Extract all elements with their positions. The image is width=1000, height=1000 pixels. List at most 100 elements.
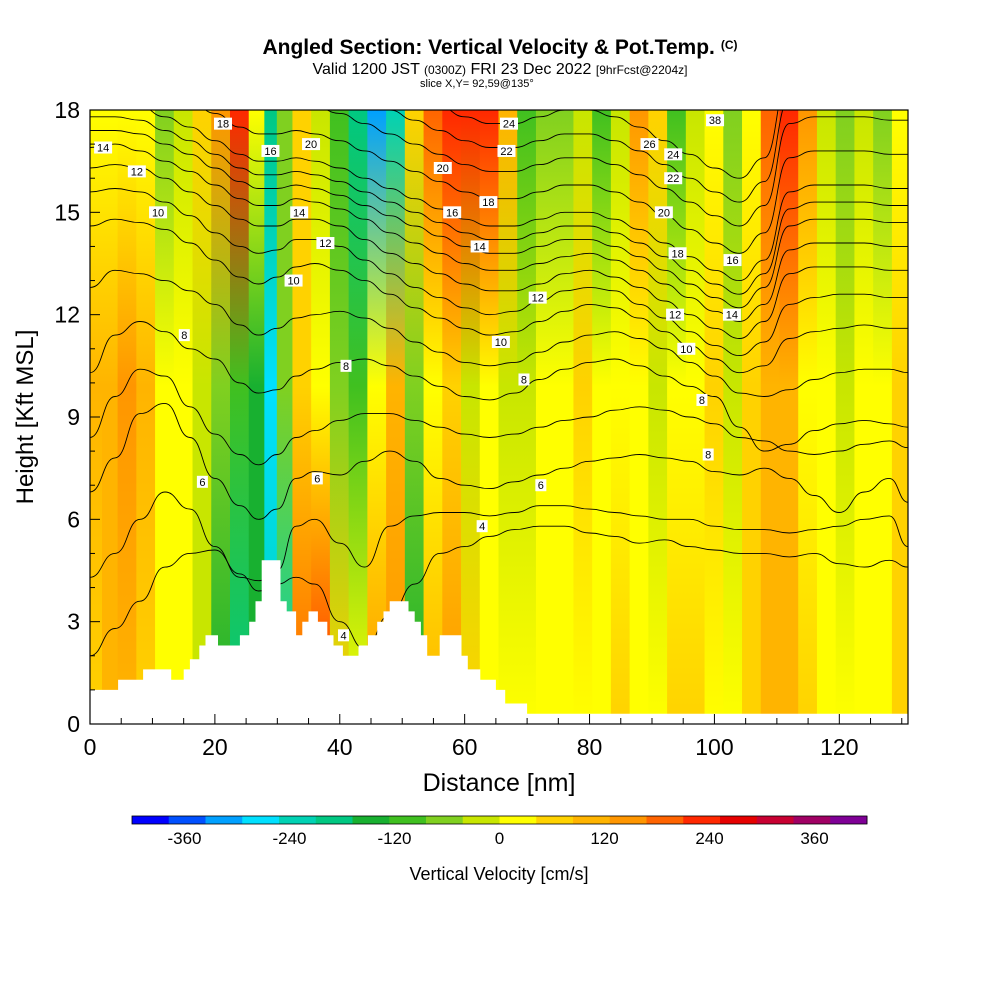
contour-label: 6	[538, 480, 544, 492]
velocity-column	[498, 110, 519, 724]
contour-label: 20	[658, 207, 670, 219]
isentrope-line	[326, 110, 908, 227]
velocity-column	[704, 110, 725, 724]
velocity-column	[136, 110, 157, 724]
contour-label: 10	[495, 337, 507, 349]
velocity-column	[211, 110, 231, 724]
contour-label-bg	[261, 144, 280, 157]
contour-label: 12	[532, 293, 544, 305]
contour-label: 10	[152, 207, 164, 219]
velocity-column	[873, 110, 893, 724]
velocity-column	[101, 110, 119, 724]
velocity-column	[329, 110, 350, 724]
contour-label-bg	[284, 274, 303, 287]
x-tick-label: 120	[820, 734, 858, 760]
velocity-column	[423, 110, 444, 724]
contour-label: 12	[131, 166, 143, 178]
colorbar-swatch	[205, 816, 243, 824]
isentrope-line	[90, 491, 908, 582]
colorbar-frame	[131, 815, 868, 825]
contour-label: 18	[217, 119, 229, 131]
y-tick-label: 6	[67, 506, 80, 532]
contour-label-bg	[443, 206, 462, 219]
velocity-column	[517, 110, 537, 724]
contour-label-bg	[696, 393, 708, 406]
contour-label: 8	[699, 395, 705, 407]
colorbar: -360 -240 -120 0 120 240 360	[131, 815, 868, 848]
contour-label: 24	[503, 119, 515, 131]
velocity-column	[685, 110, 706, 724]
contour-label-bg	[664, 148, 683, 161]
isentrope-line	[149, 110, 908, 282]
terrain	[90, 560, 908, 724]
contour-label: 22	[500, 146, 512, 158]
isentrope-line	[90, 143, 908, 322]
contour-label-bg	[518, 373, 530, 386]
colorbar-swatch	[536, 816, 574, 824]
colorbar-swatch	[499, 816, 537, 824]
contour-label-bg	[338, 629, 350, 642]
colorbar-label: Vertical Velocity [cm/s]	[409, 864, 588, 884]
contour-label: 10	[287, 276, 299, 288]
chart-title-text: Angled Section: Vertical Velocity & Pot.…	[262, 36, 715, 59]
velocity-column	[386, 110, 406, 724]
contour-label-bg	[640, 138, 659, 151]
colorbar-swatch	[683, 816, 721, 824]
isentrope-line	[90, 164, 908, 339]
contour-label-bg	[654, 206, 673, 219]
contour-label: 16	[446, 207, 458, 219]
axes: 0 20 40 60 80 100 120 0 3 6 9 12 15 18	[54, 97, 903, 760]
x-tick-label: 40	[327, 734, 353, 760]
contour-label-bg	[340, 359, 352, 372]
velocity-column	[117, 110, 138, 724]
contour-label: 10	[680, 344, 692, 356]
terrain-mask	[90, 560, 908, 724]
contour-label: 8	[705, 450, 711, 462]
contour-label: 18	[482, 197, 494, 209]
contour-label: 14	[293, 207, 305, 219]
colorbar-swatch	[646, 816, 684, 824]
contour-label: 16	[726, 255, 738, 267]
x-tick-label: 100	[695, 734, 733, 760]
contour-label: 26	[643, 139, 655, 151]
contour-label: 8	[181, 330, 187, 342]
colorbar-swatch	[132, 816, 170, 824]
contour-label: 12	[669, 310, 681, 322]
contour-label: 20	[437, 163, 449, 175]
velocity-field	[90, 110, 908, 724]
velocity-column	[479, 110, 500, 724]
contour-label: 6	[314, 473, 320, 485]
colorbar-swatch	[242, 816, 280, 824]
colorbar-tick-label: 240	[695, 829, 723, 848]
contour-label-bg	[94, 141, 113, 154]
slice-label: slice X,Y= 92,59@135°	[420, 78, 534, 90]
contour-label: 4	[340, 630, 346, 642]
velocity-column	[461, 110, 481, 724]
velocity-column	[592, 110, 612, 724]
colorbar-tick-label: 0	[495, 829, 504, 848]
colorbar-tick-label: -360	[167, 829, 201, 848]
contour-label-bg	[196, 475, 208, 488]
contour-label: 12	[319, 238, 331, 250]
isentrope-line	[90, 188, 908, 357]
contour-label: 22	[667, 173, 679, 185]
velocity-column	[779, 110, 800, 724]
isentrope-line	[90, 368, 908, 466]
contour-label-bg	[497, 144, 516, 157]
velocity-column	[155, 110, 175, 724]
isentrope-line	[90, 525, 908, 657]
subtitle-valid: Valid 1200 JST	[312, 61, 420, 78]
velocity-column	[535, 110, 556, 724]
colorbar-tick-label: -240	[272, 829, 306, 848]
contour-label: 14	[97, 143, 109, 155]
contour-label-bg	[311, 472, 323, 485]
velocity-column	[760, 110, 781, 724]
colorbar-swatch	[462, 816, 500, 824]
y-axis-label: Height [Kft MSL]	[12, 330, 39, 505]
velocity-column	[367, 110, 388, 724]
contour-label-bg	[499, 117, 518, 130]
contour-label-bg	[723, 254, 742, 267]
colorbar-swatch	[389, 816, 427, 824]
contour-label: 38	[709, 115, 721, 127]
colorbar-swatch	[609, 816, 647, 824]
